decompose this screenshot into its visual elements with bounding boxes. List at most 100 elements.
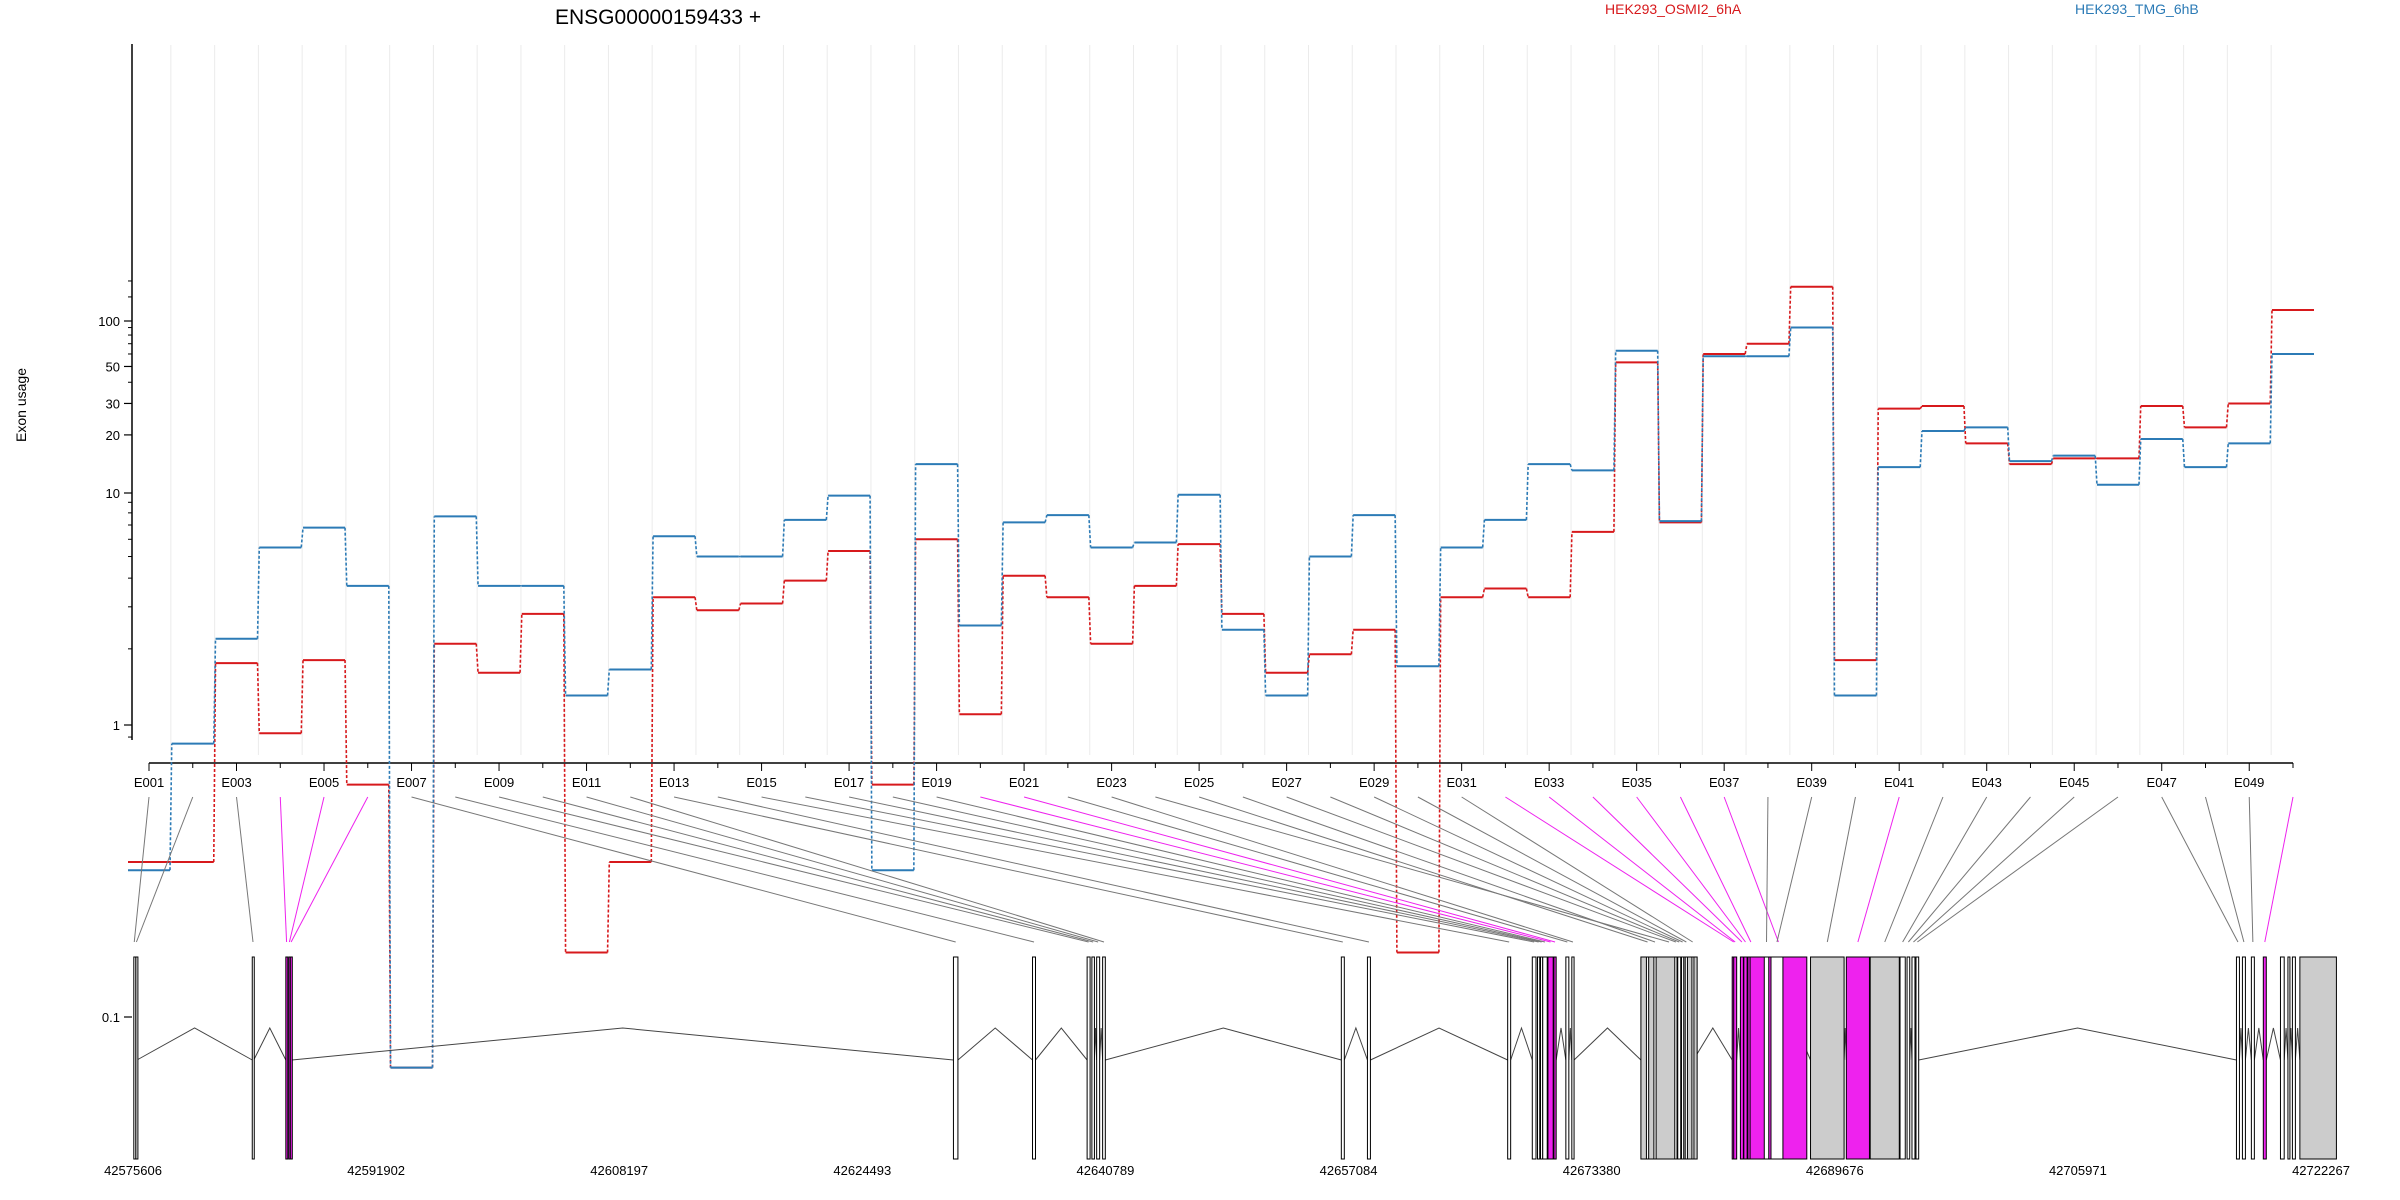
exon-box xyxy=(1906,956,1911,1160)
exon-connector xyxy=(1884,796,1944,943)
exon-connector xyxy=(980,796,1551,943)
series-connector xyxy=(1788,286,1792,344)
series-connector xyxy=(1088,515,1092,548)
exon-box xyxy=(1640,956,1698,1160)
series-connector xyxy=(1131,542,1136,548)
exon-connector xyxy=(236,796,254,943)
series-connector xyxy=(1963,427,1967,432)
exon-connector xyxy=(1766,796,1769,943)
genomic-coordinate-label: 42591902 xyxy=(347,1163,405,1178)
exon-box xyxy=(1553,956,1557,1160)
exon-connector xyxy=(1592,796,1743,943)
series-connector xyxy=(956,464,961,626)
intron-line xyxy=(1736,1027,1741,1061)
x-tick-label: E001 xyxy=(134,775,164,790)
series-connector xyxy=(1525,588,1529,598)
x-tick-label: E019 xyxy=(921,775,951,790)
exon-connector xyxy=(2264,796,2294,943)
exon-box xyxy=(1653,956,1657,1160)
series-connector xyxy=(1875,467,1880,696)
x-tick-label: E041 xyxy=(1884,775,1914,790)
x-tick-label: E005 xyxy=(309,775,339,790)
exon-box xyxy=(1547,956,1554,1160)
series-1 xyxy=(128,326,2314,1069)
exon-connector xyxy=(673,796,1343,943)
exon-box xyxy=(1565,956,1570,1160)
series-connector xyxy=(1350,515,1354,557)
intron-line xyxy=(1105,1027,1342,1061)
series-connector xyxy=(2181,405,2186,428)
x-tick-label: E015 xyxy=(746,775,776,790)
exon-connector xyxy=(1198,796,1648,943)
series-connector xyxy=(1000,522,1004,626)
exon-box xyxy=(1733,956,1738,1160)
exon-connector xyxy=(1776,796,1813,943)
exon-box xyxy=(1032,956,1036,1160)
exon-connector xyxy=(2205,796,2245,943)
series-connector xyxy=(2138,405,2142,459)
x-tick-label: E023 xyxy=(1096,775,1126,790)
series-connector xyxy=(1481,588,1486,598)
exon-connector xyxy=(1111,796,1574,943)
exon-connector xyxy=(1417,796,1687,943)
series-connector xyxy=(2138,438,2142,485)
exon-connector xyxy=(761,796,1510,943)
exon-box xyxy=(2250,956,2255,1160)
genomic-coordinate-label: 42689676 xyxy=(1806,1163,1864,1178)
exon-connector xyxy=(1067,796,1568,943)
exon-connector xyxy=(1908,796,2031,943)
gene-model: 42575606 42591902 42608197 42624493 42640789… xyxy=(104,956,2350,1178)
intron-line xyxy=(957,1027,1033,1061)
exon-box xyxy=(1739,956,1744,1160)
intron-line xyxy=(136,1027,253,1061)
y-tick-label: 10 xyxy=(106,486,120,501)
exon-box xyxy=(1542,956,1548,1160)
x-tick-label: E009 xyxy=(484,775,514,790)
genomic-coordinate-label: 42640789 xyxy=(1077,1163,1135,1178)
x-tick-label: E003 xyxy=(221,775,251,790)
exon-box xyxy=(2287,956,2291,1160)
exon-connectors xyxy=(133,796,2294,943)
series-connector xyxy=(1350,629,1354,655)
exon-box xyxy=(1531,956,1537,1160)
series-connector xyxy=(2050,455,2054,462)
genomic-coordinate-label: 42657084 xyxy=(1320,1163,1378,1178)
x-tick-label: E043 xyxy=(1972,775,2002,790)
exon-connector xyxy=(2161,796,2239,943)
series-connector xyxy=(1044,575,1048,598)
series-connector xyxy=(825,495,829,520)
exon-connector xyxy=(455,796,1035,943)
series-connector xyxy=(1175,544,1179,586)
series-connector xyxy=(431,516,436,1068)
series-connector xyxy=(606,861,611,953)
x-tick-label: E025 xyxy=(1184,775,1214,790)
series-connector xyxy=(1394,515,1398,667)
intron-line xyxy=(1555,1027,1567,1061)
x-tick-label: E017 xyxy=(834,775,864,790)
exon-box xyxy=(2279,956,2285,1160)
series-connector xyxy=(562,613,567,953)
intron-line xyxy=(291,1027,954,1061)
intron-line xyxy=(2244,1027,2252,1061)
exon-box xyxy=(1674,956,1678,1160)
y-axis-label: Exon usage xyxy=(13,368,29,442)
exon-connector xyxy=(1242,796,1656,943)
series-connector xyxy=(913,464,917,871)
x-tick-label: E033 xyxy=(1534,775,1564,790)
series-connector xyxy=(1656,350,1661,522)
exon-box xyxy=(2241,956,2246,1160)
series-connector xyxy=(1394,629,1398,953)
intron-line xyxy=(1343,1026,1368,1061)
exon-box xyxy=(1763,956,1770,1160)
exon-connector xyxy=(542,796,1094,943)
genomic-coordinate-label: 42722267 xyxy=(2292,1163,2350,1178)
intron-line xyxy=(1918,1027,2237,1061)
exon-connector xyxy=(586,796,1099,943)
series-connector xyxy=(300,527,304,548)
exon-box xyxy=(2291,956,2296,1160)
exon-box xyxy=(135,956,139,1160)
intron-line xyxy=(2294,1027,2301,1061)
series-connector xyxy=(2225,443,2230,468)
x-tick-label: E027 xyxy=(1271,775,1301,790)
